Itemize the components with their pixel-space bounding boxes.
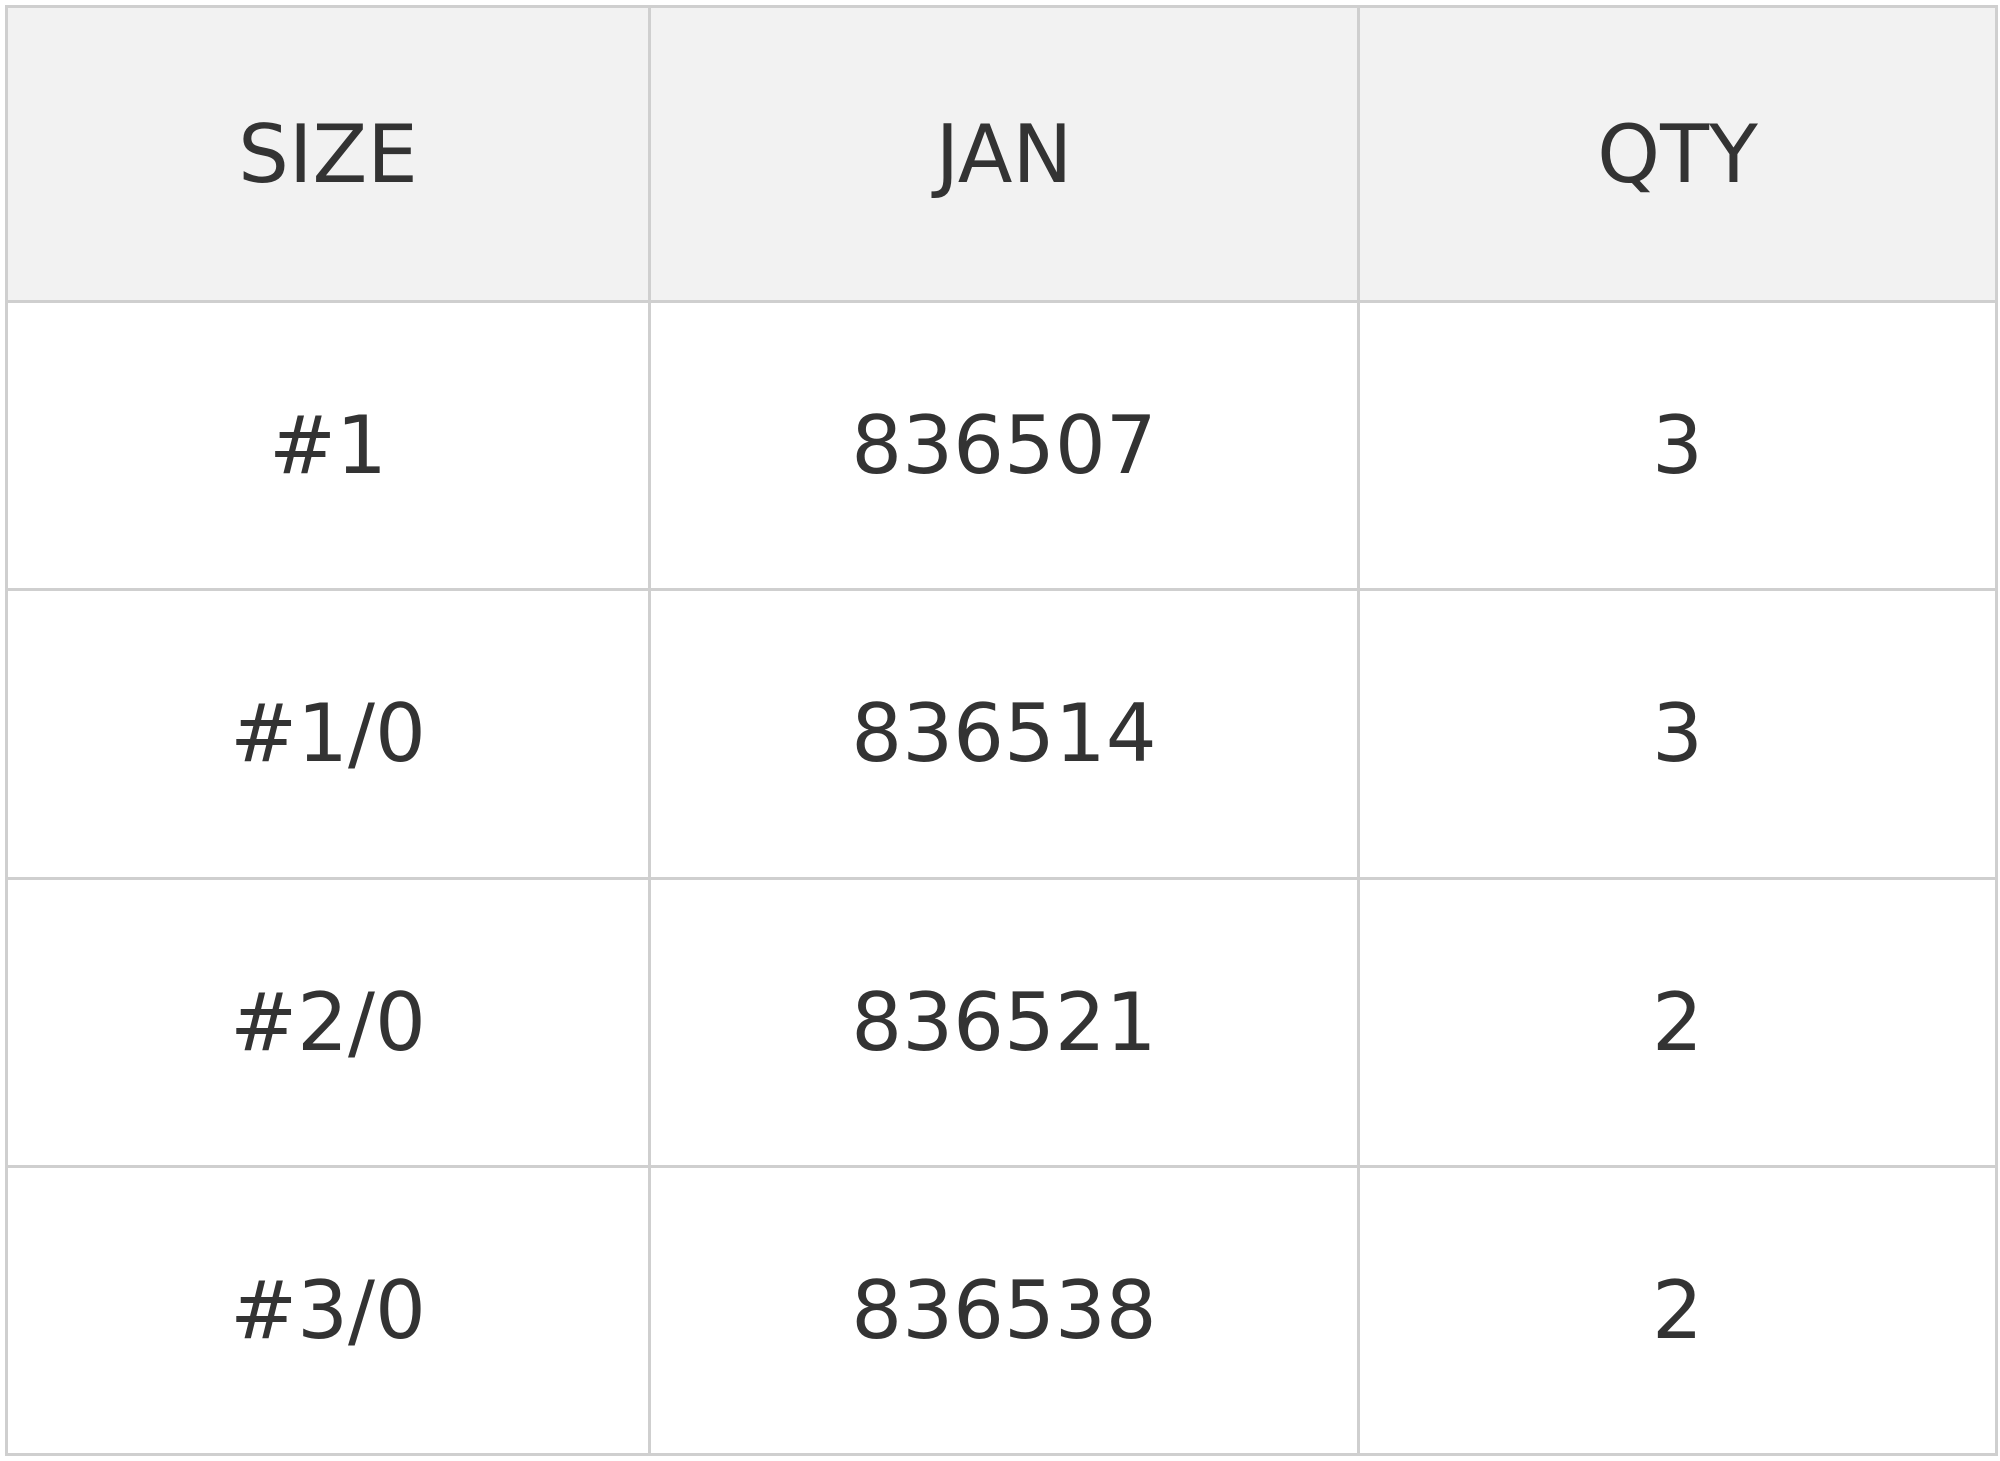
cell-size: #1/0 [5,588,651,880]
table-row: #1/0 836514 3 [5,588,1998,880]
cell-jan: 836514 [648,588,1360,880]
table-row: #3/0 836538 2 [5,1164,1998,1457]
cell-qty: 3 [1357,588,1998,880]
table-row: #1 836507 3 [5,299,1998,592]
table-row: #2/0 836521 2 [5,876,1998,1168]
cell-jan: 836507 [648,299,1360,592]
header-jan: JAN [648,5,1360,303]
cell-qty: 3 [1357,299,1998,592]
cell-size: #1 [5,299,651,592]
header-row: SIZE JAN QTY [5,5,1998,303]
cell-size: #2/0 [5,876,651,1168]
cell-jan: 836521 [648,876,1360,1168]
header-qty: QTY [1357,5,1998,303]
cell-qty: 2 [1357,1164,1998,1457]
cell-size: #3/0 [5,1164,651,1457]
cell-qty: 2 [1357,876,1998,1168]
cell-jan: 836538 [648,1164,1360,1457]
header-size: SIZE [5,5,651,303]
product-size-table: SIZE JAN QTY #1 836507 3 #1/0 836514 3 #… [5,5,1998,1457]
